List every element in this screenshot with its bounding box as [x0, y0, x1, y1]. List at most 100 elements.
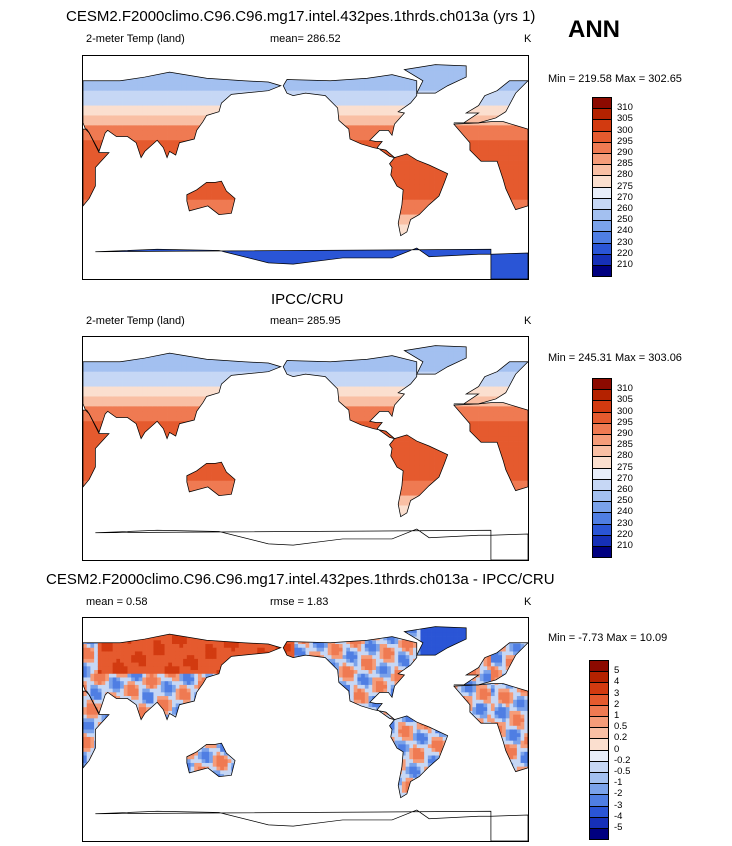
field-cell: [443, 125, 450, 131]
field-cell: [508, 165, 514, 171]
field-cell: [83, 475, 89, 482]
field-cell: [113, 239, 118, 244]
field-cell: [137, 125, 143, 131]
field-cell: [315, 219, 321, 225]
field-cell: [488, 174, 494, 181]
field-cell: [117, 95, 123, 101]
field-cell: [454, 56, 459, 61]
field-cell: [231, 95, 237, 101]
field-cell: [448, 204, 455, 210]
field-cell: [117, 125, 123, 131]
field-cell: [369, 209, 376, 215]
field-cell: [92, 130, 99, 136]
field-cell: [434, 184, 440, 191]
field-cell: [112, 75, 118, 82]
field-cell: [484, 56, 489, 61]
field-cell: [147, 75, 153, 82]
field-cell: [310, 194, 316, 201]
field-cell: [256, 165, 262, 171]
field-cell: [231, 135, 237, 141]
field-cell: [221, 204, 227, 210]
colorbar-tick-label: 210: [617, 259, 633, 270]
field-cell: [147, 125, 153, 131]
field-cell: [201, 189, 207, 196]
field-cell: [122, 366, 128, 373]
field-cell: [117, 426, 123, 432]
field-cell: [231, 85, 237, 92]
field-cell: [132, 401, 138, 407]
field-cell: [488, 184, 494, 191]
field-cell: [172, 441, 178, 447]
field-cell: [162, 510, 168, 516]
field-cell: [122, 184, 128, 191]
field-cell: [414, 174, 420, 181]
field-cell: [340, 160, 346, 166]
field-cell: [280, 209, 287, 215]
field-cell: [463, 169, 470, 176]
field-cell: [196, 155, 203, 161]
field-cell: [102, 229, 109, 235]
field-cell: [246, 234, 252, 236]
field-cell: [137, 110, 143, 116]
field-cell: [152, 135, 158, 141]
field-cell: [236, 65, 242, 72]
field-cell: [122, 120, 128, 126]
field-cell: [87, 346, 94, 353]
field-cell: [290, 184, 296, 191]
field-cell: [379, 219, 385, 225]
field-cell: [478, 75, 484, 82]
field-cell: [270, 110, 277, 116]
field-cell: [265, 219, 272, 225]
field-cell: [265, 145, 272, 151]
field-cell: [285, 214, 292, 220]
field-cell: [518, 174, 524, 181]
field-cell: [162, 401, 168, 407]
field-cell: [330, 95, 336, 101]
field-cell: [414, 130, 420, 136]
field-cell: [122, 130, 128, 136]
field-cell: [354, 160, 361, 166]
field-cell: [147, 229, 153, 235]
field-cell: [493, 209, 499, 215]
field-cell: [162, 105, 168, 111]
field-cell: [468, 85, 474, 92]
field-cell: [429, 75, 435, 82]
field-cell: [176, 80, 183, 87]
field-cell: [483, 174, 489, 181]
field-cell: [330, 169, 336, 176]
field-cell: [275, 110, 282, 116]
field-cell: [128, 535, 133, 540]
field-cell: [350, 274, 355, 279]
field-cell: [142, 555, 147, 560]
field-cell: [181, 184, 188, 191]
field-cell: [518, 115, 524, 121]
field-cell: [132, 495, 138, 501]
field-cell: [251, 90, 257, 97]
field-cell: [335, 140, 341, 146]
field-cell: [137, 135, 143, 141]
field-cell: [226, 194, 232, 201]
field-cell: [87, 85, 94, 92]
field-cell: [424, 155, 430, 161]
field-cell: [142, 100, 148, 106]
field-cell: [256, 75, 262, 82]
field-cell: [172, 174, 178, 181]
field-cell: [83, 416, 89, 422]
field-cell: [493, 150, 499, 156]
field-cell: [127, 465, 133, 472]
field-cell: [83, 259, 88, 264]
field-cell: [93, 540, 98, 545]
field-cell: [389, 189, 395, 196]
field-cell: [87, 391, 94, 397]
field-cell: [463, 184, 470, 191]
field-cell: [132, 160, 138, 166]
field-cell: [216, 204, 222, 210]
field-cell: [464, 274, 469, 279]
field-cell: [414, 264, 419, 269]
field-cell: [434, 64, 440, 67]
field-cell: [439, 169, 445, 176]
field-cell: [236, 105, 242, 111]
field-cell: [434, 110, 440, 116]
field-cell: [409, 209, 415, 215]
field-cell: [132, 540, 137, 545]
